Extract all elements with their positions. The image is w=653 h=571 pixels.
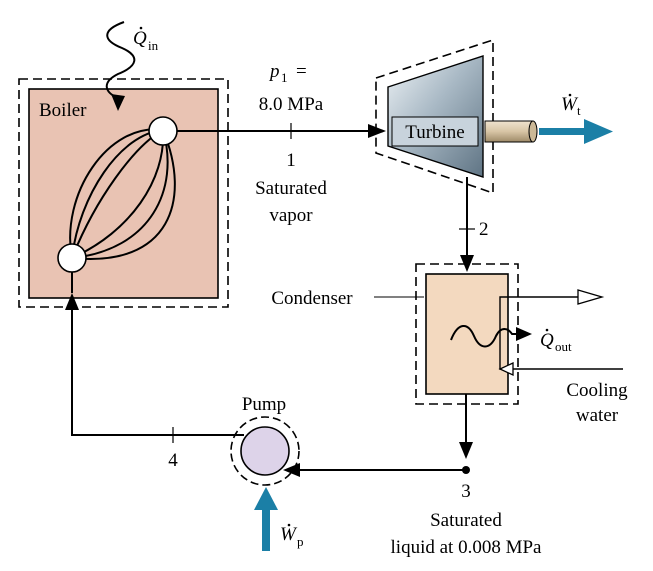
state-1-equals: = <box>296 61 307 82</box>
state-3-description-line1: Saturated <box>430 510 502 531</box>
turbine-label: Turbine <box>405 122 464 143</box>
state-1-number: 1 <box>286 150 296 171</box>
cooling-water-label: Cooling water <box>566 380 628 426</box>
turbine-work-subscript: t <box>577 103 581 118</box>
state-3-number: 3 <box>461 481 471 502</box>
pump-work-arrow-shaft <box>262 507 270 551</box>
heat-out-wavy-arrow <box>450 325 518 348</box>
state-2-number: 2 <box>479 219 489 240</box>
pump-label: Pump <box>242 394 286 415</box>
boiler-control-volume <box>18 78 229 308</box>
state-1-labels: p 1 = 8.0 MPa 1 Saturated vapor <box>255 61 327 226</box>
condenser-body <box>425 273 509 395</box>
heat-out-dot <box>545 328 549 332</box>
turbine-work-arrowhead <box>584 119 613 144</box>
state-3-description-line2: liquid at 0.008 MPa <box>391 537 543 558</box>
turbine: Turbine <box>375 38 538 195</box>
heat-in-dot <box>139 26 143 30</box>
pump-work-arrowhead <box>254 487 278 510</box>
boiler-header-top <box>148 116 178 146</box>
heat-in-wavy-arrow <box>105 21 136 99</box>
state-1-line <box>177 123 386 139</box>
heat-in: Q in <box>105 21 159 111</box>
state-4-arrowhead <box>65 293 79 310</box>
condenser: Condenser <box>271 263 623 405</box>
turbine-label-box <box>391 116 479 147</box>
cooling-water-line2: water <box>576 405 619 426</box>
state-1-pressure-subscript: 1 <box>281 70 288 85</box>
state-3-arrowhead-left <box>283 463 300 477</box>
heat-in-symbol: Q <box>133 28 147 49</box>
state-1-arrowhead <box>368 124 386 138</box>
pump-body <box>240 426 290 476</box>
state-1-description-line2: vapor <box>269 205 313 226</box>
heat-out-symbol: Q <box>540 330 554 351</box>
pump-control-volume <box>230 416 300 486</box>
cooling-water-tube <box>499 296 623 370</box>
condenser-label: Condenser <box>271 288 353 309</box>
pump-work-dot <box>287 523 291 527</box>
state-1-description-line1: Saturated <box>255 178 327 199</box>
state-3-line: 3 Saturated liquid at 0.008 MPa <box>283 394 542 558</box>
heat-out: Q out <box>540 328 572 354</box>
boiler: Boiler <box>18 78 229 308</box>
turbine-control-volume <box>375 38 494 195</box>
boiler-header-bottom <box>57 243 87 273</box>
boiler-tubes <box>69 128 176 260</box>
cooling-water-out-arrowhead <box>577 289 605 305</box>
heat-out-subscript: out <box>555 339 572 354</box>
cooling-water-in-arrowhead <box>498 361 514 377</box>
turbine-work: W t <box>539 93 613 144</box>
turbine-work-symbol: W <box>561 94 579 115</box>
turbine-shaft <box>484 120 534 143</box>
boiler-label: Boiler <box>39 100 87 121</box>
state-1-pressure-symbol: p <box>268 61 280 82</box>
state-2-line: 2 <box>459 177 489 272</box>
turbine-shaft-end <box>528 120 538 143</box>
state-3-arrowhead-down <box>459 442 473 459</box>
heat-out-arrowhead <box>516 327 532 341</box>
state-1-pressure-value: 8.0 MPa <box>259 94 324 115</box>
pump: Pump <box>230 394 300 486</box>
pump-work: W p <box>254 487 304 551</box>
state-4-number: 4 <box>168 450 178 471</box>
heat-in-arrowhead <box>111 94 125 111</box>
pump-work-subscript: p <box>297 534 304 549</box>
state-4-line: 4 <box>65 272 244 471</box>
pump-work-symbol: W <box>280 524 298 545</box>
cooling-water-line1: Cooling <box>566 380 628 401</box>
turbine-work-dot <box>568 93 572 97</box>
heat-in-subscript: in <box>148 38 159 53</box>
turbine-work-arrow-shaft <box>539 128 587 135</box>
